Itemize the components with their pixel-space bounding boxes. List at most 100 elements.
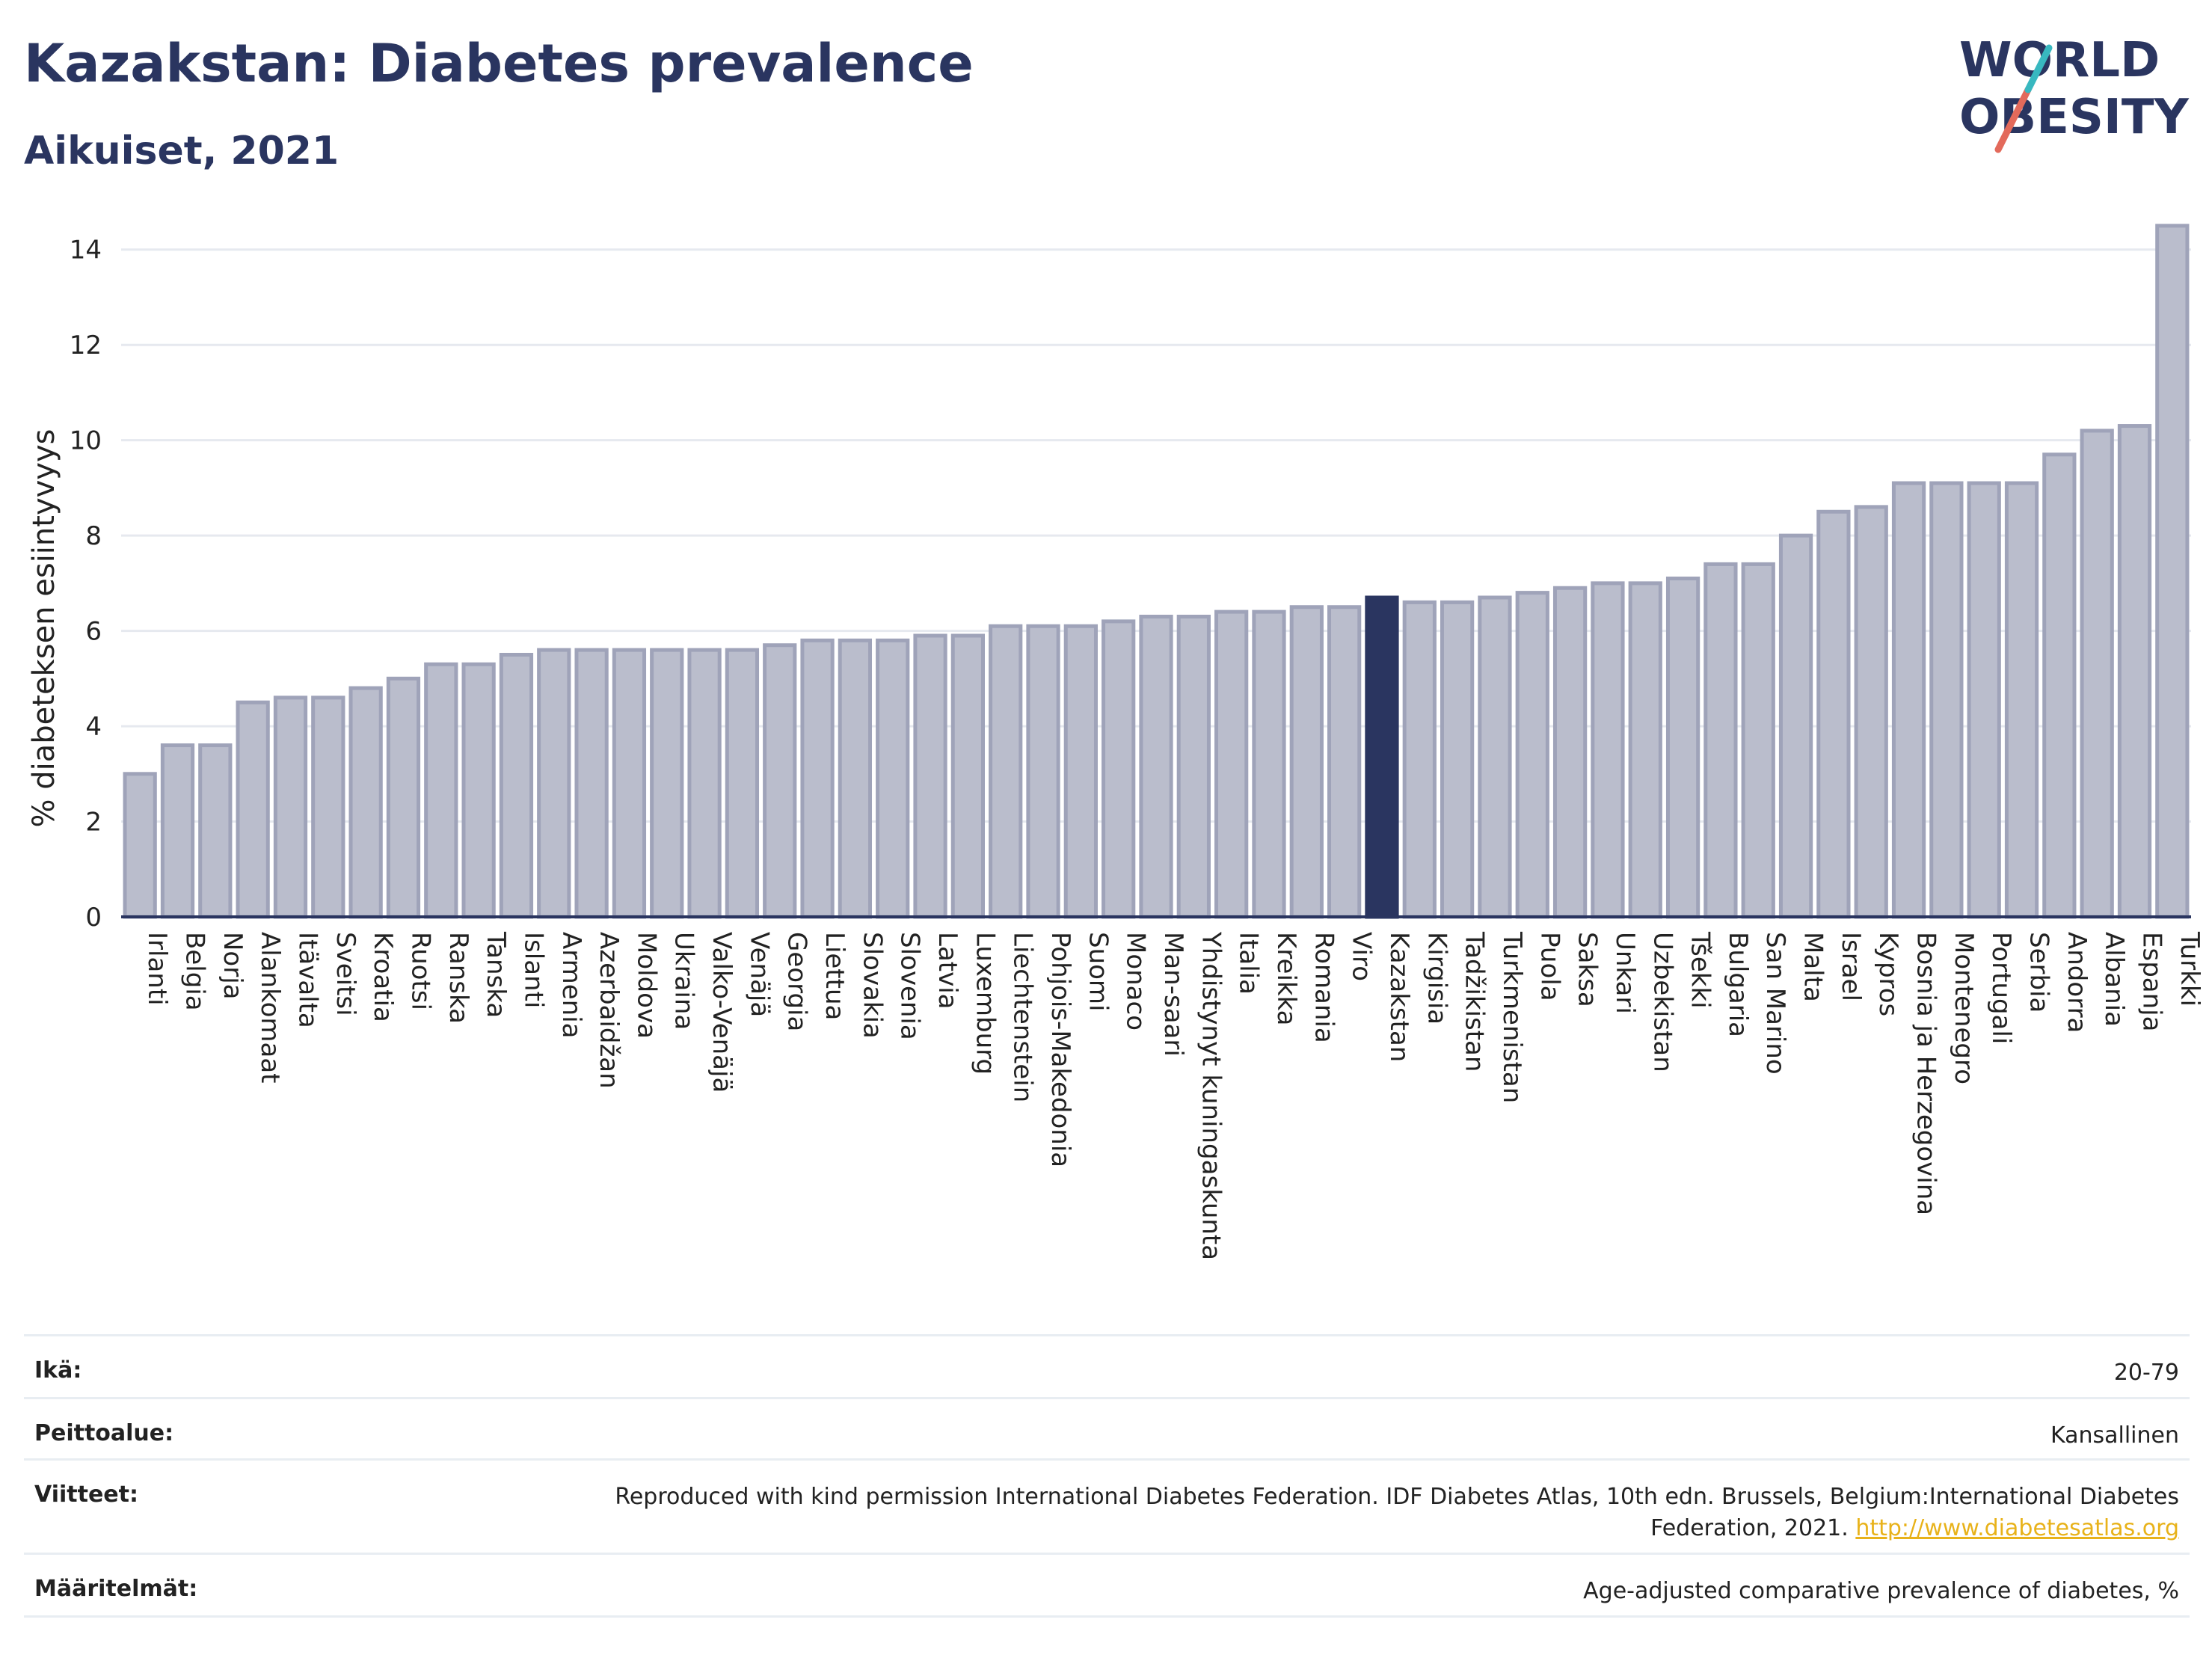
bar bbox=[612, 648, 647, 919]
x-category-label: Saksa bbox=[1573, 932, 1603, 1007]
x-category-label: Luxemburg bbox=[970, 932, 1000, 1075]
x-category-label: Kroatia bbox=[368, 932, 398, 1022]
x-category-label: Ukraina bbox=[669, 932, 699, 1030]
x-category-label: Sveitsi bbox=[331, 932, 360, 1016]
x-category-label: Tšekki bbox=[1686, 931, 1715, 1009]
x-category-label: Bosnia ja Herzegovina bbox=[1911, 932, 1941, 1215]
x-category-label: Italia bbox=[1234, 932, 1264, 995]
bar bbox=[1515, 591, 1549, 919]
bar bbox=[499, 652, 534, 919]
y-tick-label: 6 bbox=[85, 617, 102, 647]
bar bbox=[1967, 481, 2001, 919]
x-category-label: Montenegro bbox=[1949, 932, 1979, 1084]
axes: 0 2 4 6 8 10 12 14 bbox=[70, 236, 2191, 933]
bar bbox=[424, 662, 458, 919]
bar bbox=[2004, 481, 2039, 919]
metadata-value: 20-79 bbox=[2113, 1360, 2179, 1386]
y-tick-label: 10 bbox=[70, 426, 102, 456]
x-category-label: Irlanti bbox=[142, 932, 172, 1006]
x-category-label: Yhdistynyt kuningaskunta bbox=[1196, 931, 1226, 1260]
x-category-label: Armenia bbox=[556, 932, 586, 1039]
x-category-label: Alankomaat bbox=[255, 932, 285, 1084]
bars bbox=[123, 224, 2190, 919]
logo-slash-red bbox=[1994, 86, 2032, 153]
bar bbox=[386, 676, 421, 919]
bar bbox=[1402, 600, 1437, 919]
bar bbox=[1478, 595, 1512, 919]
x-category-label: Kirgisia bbox=[1422, 932, 1451, 1025]
x-category-label: Turkki bbox=[2175, 931, 2205, 1007]
bar bbox=[348, 686, 383, 919]
source-link[interactable]: http://www.diabetesatlas.org bbox=[1855, 1515, 2179, 1541]
bar bbox=[1591, 581, 1625, 919]
y-tick-label: 14 bbox=[70, 236, 102, 265]
bar bbox=[2155, 224, 2190, 919]
bar bbox=[989, 624, 1023, 919]
x-category-label: Valko-Venäjä bbox=[707, 932, 737, 1093]
x-category-label: Romania bbox=[1309, 932, 1339, 1043]
bar bbox=[1327, 605, 1362, 919]
x-category-label: Liettua bbox=[820, 932, 850, 1020]
y-tick-label: 0 bbox=[85, 903, 102, 933]
metadata-key: Peittoalue: bbox=[34, 1420, 174, 1446]
x-category-label: Ruotsi bbox=[405, 932, 435, 1010]
chart-subtitle: Aikuiset, 2021 bbox=[24, 129, 340, 174]
bar bbox=[236, 700, 270, 919]
bar bbox=[311, 696, 345, 919]
x-category-label: Monaco bbox=[1121, 932, 1151, 1031]
y-tick-label: 12 bbox=[70, 331, 102, 360]
bar bbox=[2117, 424, 2152, 919]
bar bbox=[1741, 562, 1775, 919]
x-category-label: Liechtenstein bbox=[1008, 932, 1038, 1102]
x-category-label: Portugali bbox=[1986, 932, 2016, 1044]
bar bbox=[1703, 562, 1738, 919]
bar bbox=[725, 648, 760, 919]
x-category-label: Ranska bbox=[443, 932, 473, 1024]
bar bbox=[650, 648, 684, 919]
bar bbox=[273, 696, 308, 919]
bar bbox=[876, 638, 910, 919]
bar bbox=[1289, 605, 1324, 919]
x-category-label: Andorra bbox=[2062, 932, 2092, 1033]
bar bbox=[1854, 505, 1888, 919]
logo-text-obesity: OBESITY bbox=[1959, 90, 2189, 145]
bar bbox=[461, 662, 496, 919]
x-category-label: San Marino bbox=[1760, 932, 1790, 1075]
x-category-label: Kreikka bbox=[1271, 932, 1301, 1026]
x-category-label: Islanti bbox=[518, 932, 548, 1008]
x-category-label: Itävalta bbox=[292, 932, 322, 1028]
x-category-label: Georgia bbox=[782, 932, 812, 1031]
metadata-row: Peittoalue: Kansallinen bbox=[24, 1397, 2190, 1461]
category-labels: Irlanti Belgia Norja Alankomaat Itävalta Svei… bbox=[142, 931, 2205, 1260]
bar bbox=[2042, 452, 2077, 919]
x-category-label: Bulgaria bbox=[1723, 932, 1753, 1037]
x-category-label: Espanja bbox=[2137, 932, 2167, 1031]
bar bbox=[1440, 600, 1475, 919]
bar bbox=[537, 648, 571, 919]
x-category-label: Tadžikistan bbox=[1460, 931, 1490, 1072]
bar bbox=[1176, 614, 1211, 919]
bar bbox=[1214, 610, 1249, 919]
x-category-label: Kazakstan bbox=[1384, 932, 1414, 1062]
metadata-key: Ikä: bbox=[34, 1357, 82, 1384]
x-category-label: Uzbekistan bbox=[1647, 932, 1677, 1072]
bar bbox=[1252, 610, 1286, 919]
bar bbox=[160, 743, 195, 919]
metadata-value: Reproduced with kind permission Internat… bbox=[615, 1484, 2179, 1541]
bar-chart: 0 2 4 6 8 10 12 14 Irlanti Belgia Norja Alankomaat… bbox=[27, 224, 2205, 1260]
x-category-label: Turkmenistan bbox=[1497, 931, 1527, 1103]
bar-highlighted bbox=[1365, 595, 1399, 919]
bar bbox=[1891, 481, 1926, 919]
world-obesity-logo: WORLD OBESITY bbox=[1959, 33, 2189, 153]
bar bbox=[1552, 586, 1588, 919]
bar bbox=[1628, 581, 1662, 919]
y-tick-label: 4 bbox=[85, 712, 102, 742]
y-tick-label: 8 bbox=[85, 521, 102, 551]
x-category-label: Albania bbox=[2099, 932, 2129, 1027]
bar bbox=[1929, 481, 1964, 919]
x-category-label: Unkari bbox=[1610, 932, 1640, 1014]
bar bbox=[950, 633, 985, 919]
x-category-label: Latvia bbox=[933, 932, 962, 1010]
bar bbox=[1102, 619, 1136, 919]
y-tick-label: 2 bbox=[85, 808, 102, 838]
